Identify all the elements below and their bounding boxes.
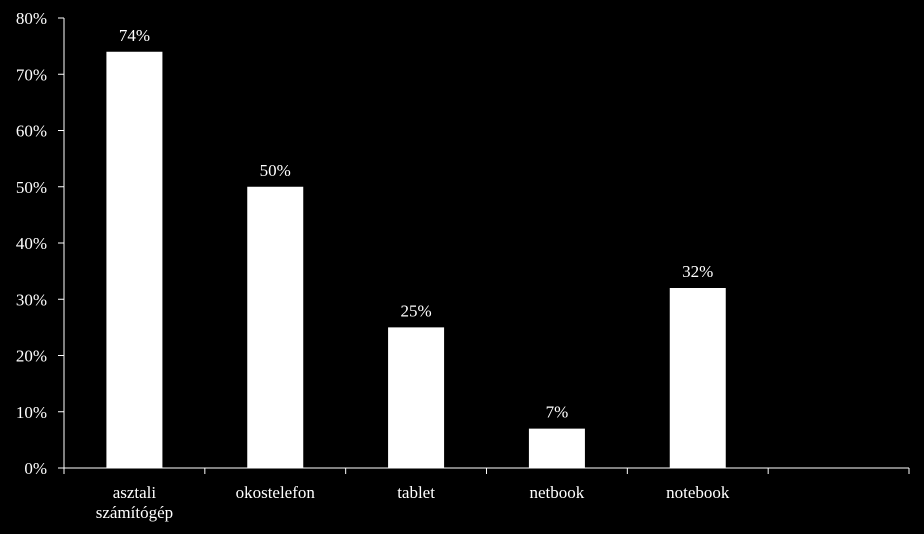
category-label: notebook	[666, 483, 730, 502]
y-axis: 0% 10% 20% 30% 40% 50% 60% 70% 80%	[16, 9, 65, 478]
category-label: asztali	[113, 483, 157, 502]
category-label: okostelefon	[236, 483, 316, 502]
y-tick-label: 20%	[16, 347, 47, 366]
bar	[528, 428, 585, 468]
bars	[106, 51, 726, 468]
data-label: 7%	[546, 403, 569, 422]
bar	[106, 51, 163, 468]
data-label: 25%	[400, 301, 431, 320]
x-axis	[63, 467, 910, 474]
y-tick-label: 60%	[16, 122, 47, 141]
category-label: tablet	[397, 483, 435, 502]
data-label: 74%	[119, 26, 150, 45]
y-tick-label: 50%	[16, 178, 47, 197]
y-tick-label: 40%	[16, 234, 47, 253]
y-tick-label: 0%	[24, 459, 47, 478]
y-tick-label: 80%	[16, 9, 47, 28]
data-labels: 74% 50% 25% 7% 32%	[119, 26, 714, 422]
data-label: 50%	[260, 161, 291, 180]
category-label: számítógép	[96, 503, 173, 522]
bar	[669, 288, 726, 468]
y-tick-label: 70%	[16, 65, 47, 84]
y-tick-label: 30%	[16, 290, 47, 309]
bar	[388, 327, 445, 468]
bar	[247, 186, 304, 468]
category-label: netbook	[530, 483, 585, 502]
data-label: 32%	[682, 262, 713, 281]
y-tick-label: 10%	[16, 403, 47, 422]
